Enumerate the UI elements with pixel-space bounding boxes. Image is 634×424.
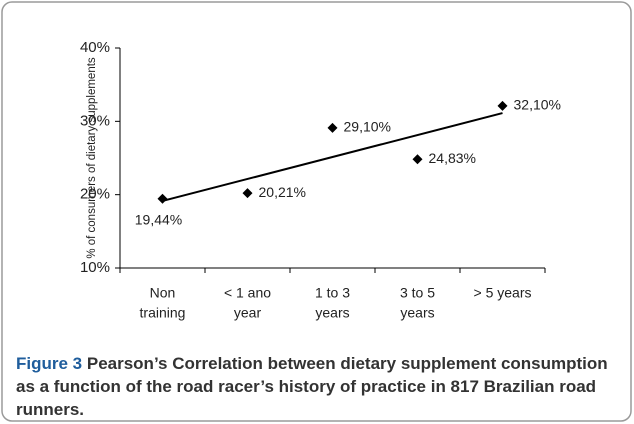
data-label: 32,10% [514,97,561,113]
marker [242,188,253,199]
x-tick-label: years [315,305,349,321]
caption-label: Figure 3 [16,354,83,373]
y-tick-label: 30% [80,112,110,129]
caption: Figure 3 Pearson’s Correlation between d… [16,352,620,421]
data-label: 24,83% [429,150,476,166]
x-tick-label: years [400,305,434,321]
caption-text: Pearson’s Correlation between dietary su… [16,354,608,419]
x-tick-label: < 1 ano [224,285,271,301]
marker [327,122,338,133]
trend-line [162,112,503,202]
y-tick-label: 40% [80,39,110,56]
marker [497,100,508,111]
x-tick-label: training [140,305,186,321]
data-label: 20,21% [259,184,306,200]
marker [157,193,168,204]
x-tick-label: > 5 years [474,285,532,301]
y-tick-label: 20% [80,186,110,203]
x-tick-label: Non [150,285,176,301]
data-label: 29,10% [344,119,391,135]
x-tick-label: 3 to 5 [400,285,435,301]
x-tick-label: year [234,305,262,321]
y-tick-label: 10% [80,259,110,276]
marker [412,154,423,165]
x-tick-label: 1 to 3 [315,285,350,301]
y-axis-label: % of consumers of dietary supplements [86,57,98,259]
data-label: 19,44% [135,211,182,227]
